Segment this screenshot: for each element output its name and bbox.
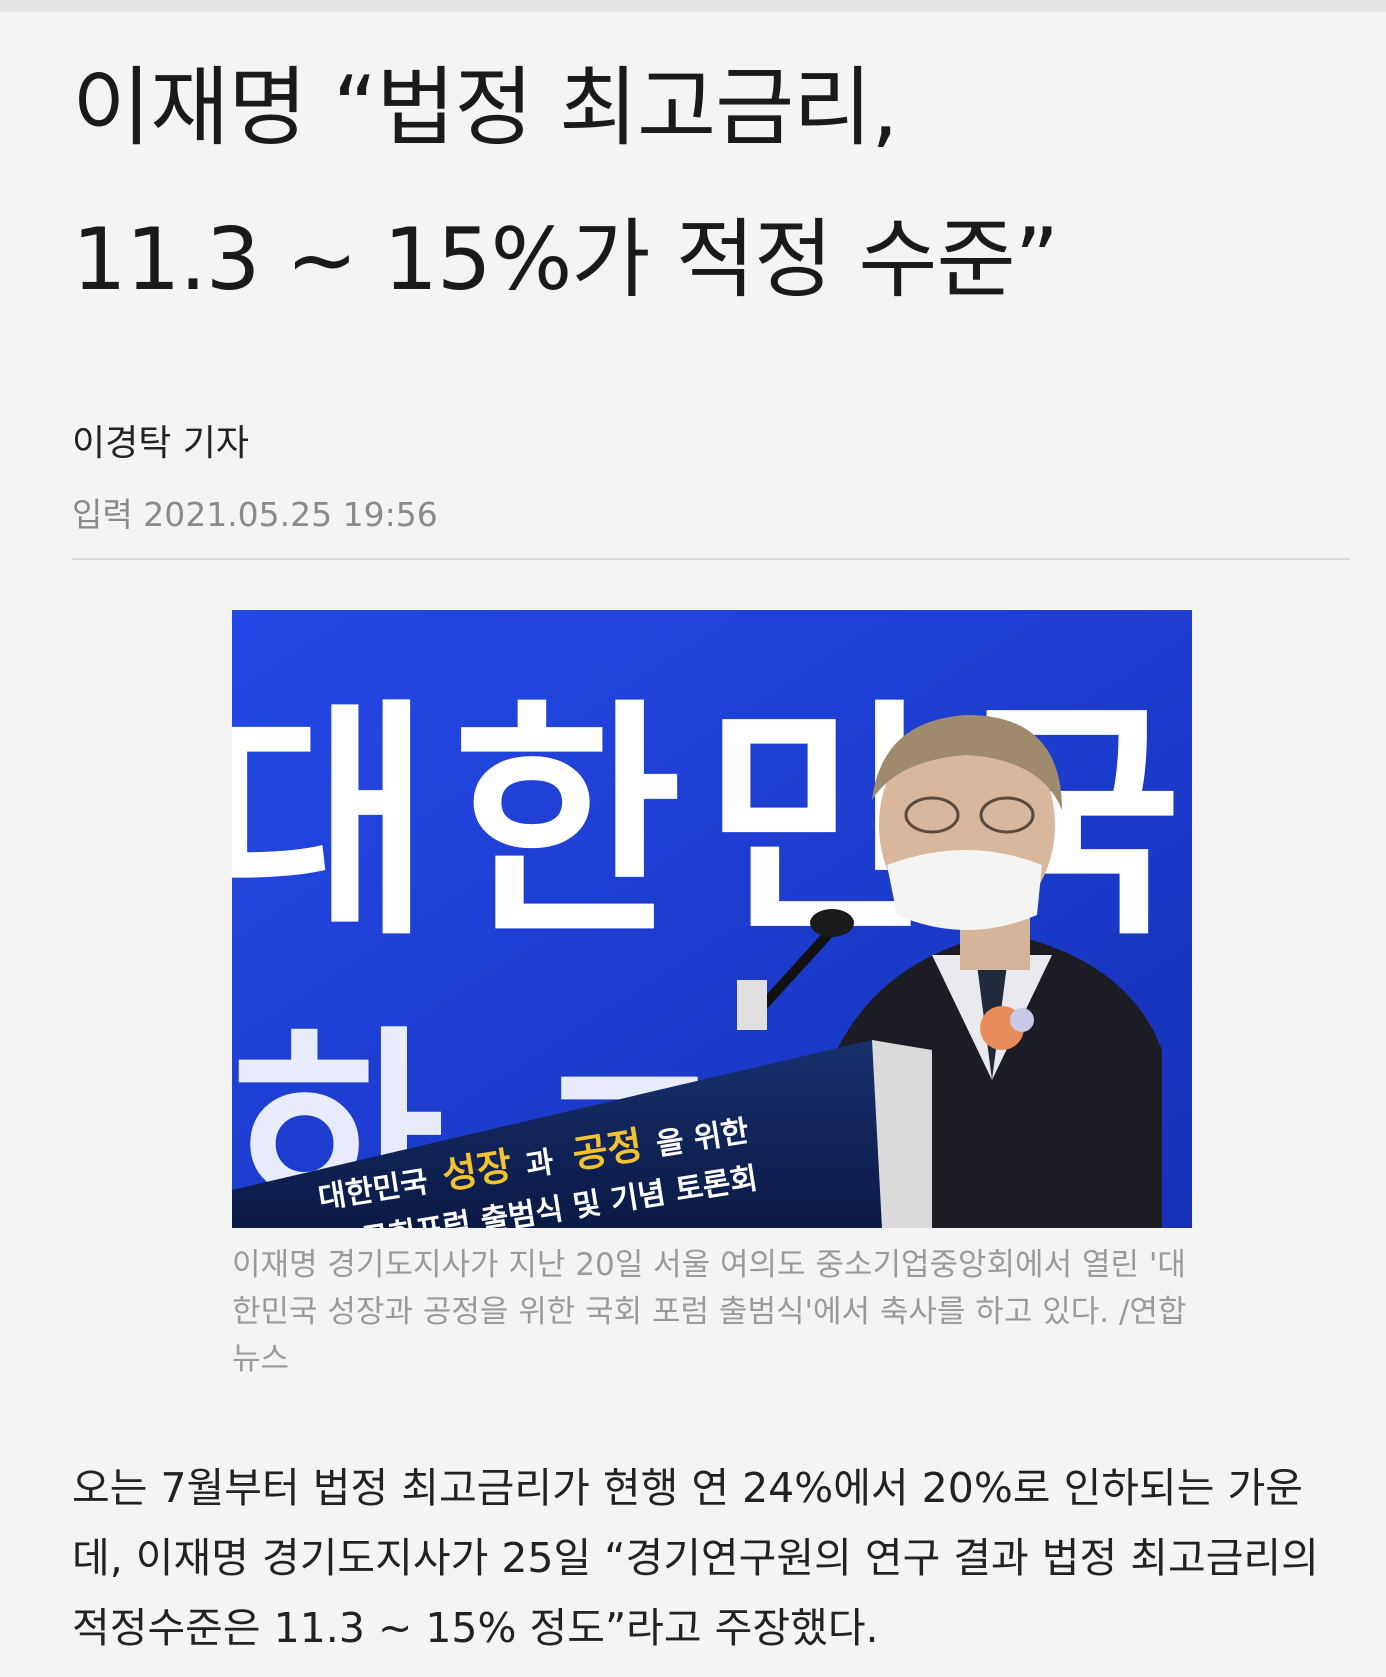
article-figure: 대한민국 하 ㄱ xyxy=(232,610,1192,1383)
headline-line-2: 11.3 ~ 15%가 적정 수준” xyxy=(72,210,1059,310)
article-photo[interactable]: 대한민국 하 ㄱ xyxy=(232,610,1192,1228)
headline-line-1: 이재명 “법정 최고금리, xyxy=(72,58,899,158)
publish-date: 입력 2021.05.25 19:56 xyxy=(72,495,438,534)
byline[interactable]: 이경탁 기자 xyxy=(72,423,250,464)
top-status-strip xyxy=(0,0,1386,12)
article: 이재명 “법정 최고금리, 11.3 ~ 15%가 적정 수준” 이경탁 기자 … xyxy=(0,32,1386,1663)
podium-text-1c: 과 xyxy=(523,1145,556,1184)
microphone xyxy=(737,909,854,1030)
photo-caption: 이재명 경기도지사가 지난 20일 서울 여의도 중소기업중앙회에서 열린 '대… xyxy=(232,1247,1187,1377)
header-divider xyxy=(72,558,1350,560)
podium-text-1b: 성장 xyxy=(439,1143,515,1197)
article-body-paragraph: 오는 7월부터 법정 최고금리가 현행 연 24%에서 20%로 인하되는 가운… xyxy=(72,1464,1319,1652)
headline: 이재명 “법정 최고금리, 11.3 ~ 15%가 적정 수준” xyxy=(72,32,1314,336)
podium: 대한민국 성장 과 공정 을 위한 국회포럼 출범식 및 기념 토론회 xyxy=(232,1040,932,1228)
podium-text-1d: 공정 xyxy=(570,1123,646,1177)
